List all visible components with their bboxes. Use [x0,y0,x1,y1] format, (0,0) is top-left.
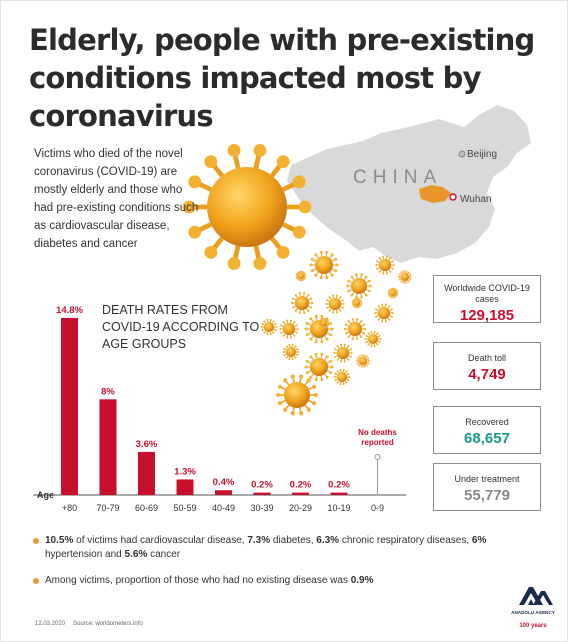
china-map [287,105,531,263]
stat-recovered: Recovered 68,657 [433,406,541,454]
tick-label: 50-59 [173,503,196,513]
tick-label: 0-9 [371,503,384,513]
virus-particle-icon [333,343,353,363]
stat-value: 129,185 [459,307,515,324]
bar-20-29 [292,492,309,495]
virus-particle-icon [364,330,382,348]
note-text: cancer [147,549,181,560]
annotation-line: No deaths [358,428,397,437]
bar-+80 [61,318,78,495]
note-text: Among victims, proportion of those who h… [45,575,351,586]
virus-particle-icon [351,297,363,309]
annotation-line: reported [361,438,394,447]
stat-worldwide-cases: Worldwide COVID-19 cases 129,185 [433,275,541,324]
notes-list: 10.5% of victims had cardiovascular dise… [33,534,523,600]
note-highlight: 6.3% [316,535,340,546]
virus-particle-icon [182,144,312,270]
tick-label: +80 [62,503,77,513]
beijing-label: Beijing [467,149,498,160]
virus-particle-icon [398,270,412,284]
age-death-rate-chart: Age 14.8% +80 8% 70-79 3.6% 60-69 1.3% 50-59 0.4%… [33,305,406,513]
virus-particle-icon [374,303,394,323]
bar-10-19 [330,492,348,495]
virus-particle-icon [290,291,314,315]
note-text: chronic respiratory diseases, [339,535,472,546]
logo-agency-text: ANADOLU AGENCY [511,610,555,615]
virus-particle-icon [318,317,330,329]
tick-label: 30-39 [250,503,273,513]
tick-label: 10-19 [327,503,350,513]
tick-label: 70-79 [96,503,119,513]
tick-label: 40-49 [212,503,235,513]
data-label: 0.2% [251,480,273,491]
beijing-marker [458,150,466,158]
no-data-dot [374,454,381,460]
bar-50-59 [176,479,194,495]
data-label: 1.3% [174,466,196,477]
tick-label: 60-69 [135,503,158,513]
virus-particle-icon [295,270,307,282]
bar-40-49 [215,490,232,495]
virus-particle-icon [304,352,334,382]
wuhan-label: Wuhan [460,194,492,205]
note-highlight: 5.6% [124,549,148,560]
virus-particle-icon [260,318,278,336]
virus-particle-icon [309,250,339,280]
china-label: CHINA [353,167,443,188]
virus-particle-icon [387,287,399,299]
note-text: diabetes, [270,535,317,546]
stat-label: Under treatment [454,474,520,484]
stat-value: 55,779 [464,487,510,504]
stat-value: 4,749 [468,366,506,383]
virus-particle-icon [346,273,372,299]
stat-death-toll: Death toll 4,749 [433,342,541,390]
virus-particle-icon [282,343,300,361]
virus-particle-icon [333,368,351,386]
note-highlight: 0.9% [350,575,374,586]
note-text: hypertension and [45,549,125,560]
data-label: 3.6% [136,439,158,450]
bar-30-39 [253,492,271,495]
note-text: of victims had cardiovascular disease, [73,535,248,546]
virus-particle-icon [343,317,367,341]
virus-particle-icon [325,294,345,314]
stat-label: Worldwide COVID-19 cases [444,283,530,304]
bar-70-79 [99,399,117,495]
note-item: Among victims, proportion of those who h… [33,574,523,588]
chart-title: DEATH RATES FROM COVID-19 ACCORDING TO A… [102,303,260,351]
logo-anniversary-text: 100 years [519,623,547,629]
note-item: 10.5% of victims had cardiovascular dise… [33,534,523,562]
stat-value: 68,657 [464,430,510,447]
virus-particle-icon [375,255,395,275]
virus-particle-icon [356,354,370,368]
footer-date: 12.03.2020 [35,621,66,627]
page-title: Elderly, people with pre-existing condit… [29,23,535,133]
virus-particle-icon [279,319,299,339]
intro-text: Victims who died of the novel coronaviru… [34,148,199,250]
virus-particle-icon [276,374,318,416]
note-highlight: 10.5% [45,535,74,546]
note-highlight: 6% [471,535,487,546]
stat-label: Recovered [465,417,509,427]
bar-60-69 [138,451,155,495]
data-label: 0.2% [290,480,312,491]
hubei-region [419,185,451,203]
stat-under-treatment: Under treatment 55,779 [433,463,541,511]
data-label: 14.8% [56,305,83,316]
footer-source: Source: worldometers.info [73,621,143,627]
data-label: 0.4% [213,477,235,488]
tick-label: 20-29 [289,503,312,513]
china-land [287,105,531,263]
wuhan-marker [449,193,457,201]
data-label: 8% [101,386,115,397]
data-label: 0.2% [328,480,350,491]
note-highlight: 7.3% [247,535,271,546]
anadolu-agency-logo: ANADOLU AGENCY 100 years [511,587,555,629]
x-axis-label: Age [37,490,54,500]
stat-label: Death toll [467,353,507,363]
